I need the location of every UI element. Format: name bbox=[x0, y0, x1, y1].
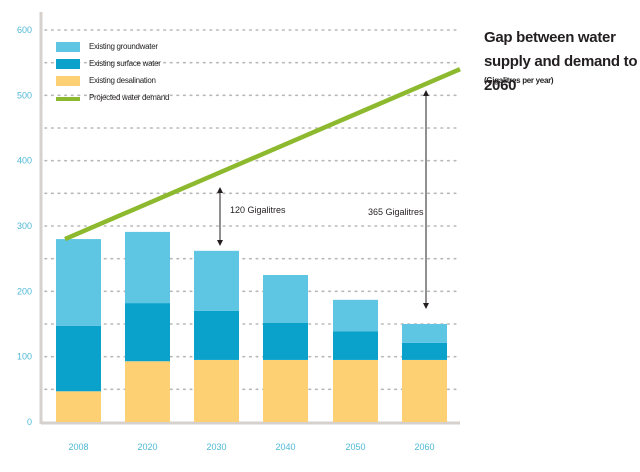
x-tick-label: 2030 bbox=[206, 442, 226, 452]
y-tick-label: 600 bbox=[17, 25, 32, 35]
bar-groundwater-2008 bbox=[56, 239, 101, 326]
bar-desalination-2040 bbox=[263, 359, 308, 422]
bar-desalination-2008 bbox=[56, 391, 101, 422]
legend-label: Existing groundwater bbox=[89, 42, 158, 51]
x-tick-label: 2040 bbox=[275, 442, 295, 452]
y-tick-label: 200 bbox=[17, 286, 32, 296]
x-tick-label: 2060 bbox=[414, 442, 434, 452]
y-tick-label: 500 bbox=[17, 90, 32, 100]
bar-surface-2020 bbox=[125, 303, 170, 362]
bar-groundwater-2060 bbox=[402, 324, 447, 343]
bar-surface-2008 bbox=[56, 325, 101, 392]
gap-label-2030: 120 Gigalitres bbox=[230, 205, 286, 215]
x-tick-label: 2008 bbox=[68, 442, 88, 452]
chart-title: Gap between water supply and demand to 2… bbox=[484, 29, 638, 94]
legend-swatch-demand bbox=[56, 96, 80, 101]
y-tick-label: 300 bbox=[17, 221, 32, 231]
bar-groundwater-2020 bbox=[125, 231, 170, 304]
y-tick-label: 400 bbox=[17, 156, 32, 166]
gap-label-2060: 365 Gigalitres bbox=[368, 207, 424, 217]
legend-swatch-groundwater bbox=[56, 41, 80, 52]
x-tick-label: 2020 bbox=[137, 442, 157, 452]
demand-line bbox=[64, 67, 461, 242]
bar-groundwater-2030 bbox=[194, 250, 239, 311]
x-tick-label: 2050 bbox=[345, 442, 365, 452]
chart-subtitle: (Gigalitres per year) bbox=[484, 76, 554, 85]
bar-desalination-2020 bbox=[125, 361, 170, 422]
bar-groundwater-2050 bbox=[333, 299, 378, 332]
legend-item-desalination: Existing desalination bbox=[56, 72, 169, 89]
bar-desalination-2050 bbox=[333, 359, 378, 422]
bar-surface-2050 bbox=[333, 331, 378, 360]
legend: Existing groundwater Existing surface wa… bbox=[56, 38, 169, 106]
legend-label: Existing surface water bbox=[89, 59, 161, 68]
legend-label: Existing desalination bbox=[89, 76, 156, 85]
bar-desalination-2060 bbox=[402, 359, 447, 422]
legend-item-groundwater: Existing groundwater bbox=[56, 38, 169, 55]
legend-item-surface-water: Existing surface water bbox=[56, 55, 169, 72]
bar-surface-2030 bbox=[194, 310, 239, 360]
legend-label: Projected water demand bbox=[89, 93, 170, 102]
bar-surface-2040 bbox=[263, 322, 308, 360]
legend-swatch-surface-water bbox=[56, 58, 80, 69]
legend-item-demand: Projected water demand bbox=[56, 89, 169, 106]
bar-groundwater-2040 bbox=[263, 275, 308, 323]
legend-swatch-desalination bbox=[56, 75, 80, 86]
bar-surface-2060 bbox=[402, 342, 447, 360]
y-tick-label: 100 bbox=[17, 352, 32, 362]
y-tick-label: 0 bbox=[27, 417, 32, 427]
bar-desalination-2030 bbox=[194, 359, 239, 422]
